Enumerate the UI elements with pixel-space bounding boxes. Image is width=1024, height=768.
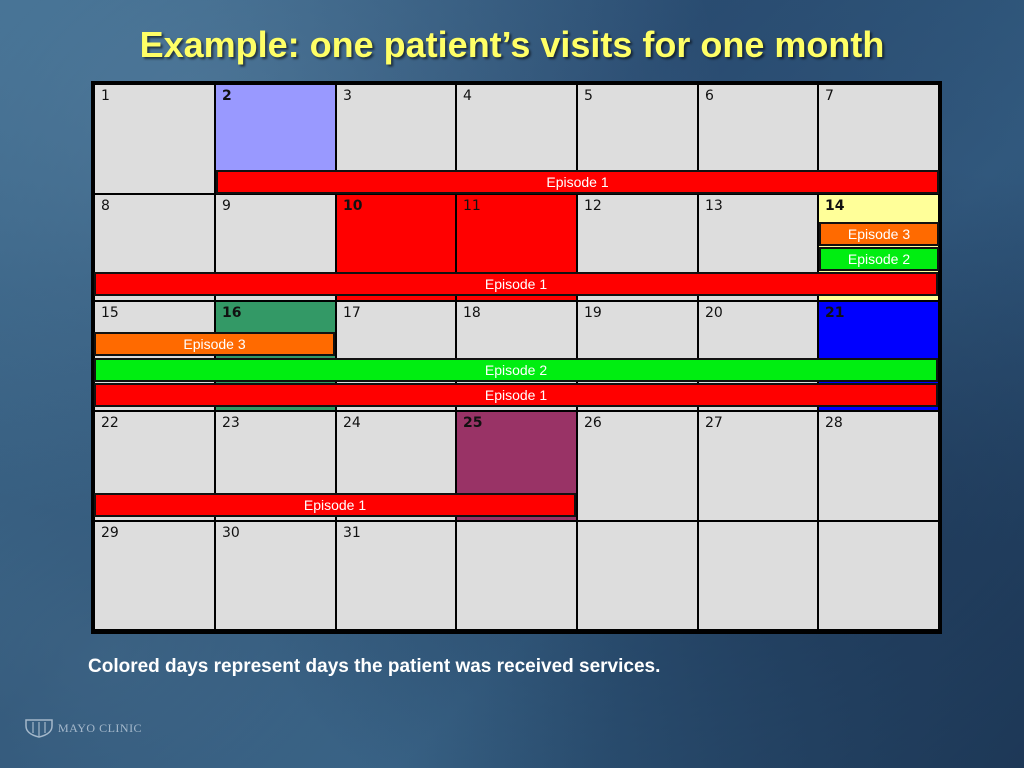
day-cell-26: 26 [578, 412, 697, 520]
episode-1-bar: Episode 1 [94, 272, 938, 296]
episode-3-bar: Episode 3 [94, 332, 335, 356]
day-number: 31 [343, 525, 361, 541]
slide-title: Example: one patient’s visits for one mo… [139, 24, 885, 65]
day-cell-30: 30 [216, 522, 335, 629]
logo-text: MAYO CLINIC [58, 720, 143, 735]
day-number: 17 [343, 305, 361, 321]
episode-2-bar: Episode 2 [94, 358, 938, 382]
day-number: 28 [825, 415, 843, 431]
episode-1-bar: Episode 1 [94, 383, 938, 407]
day-number: 20 [705, 305, 723, 321]
day-number: 29 [101, 525, 119, 541]
shield-logo-icon [25, 719, 53, 738]
mayo-clinic-logo: MAYO CLINIC [24, 718, 142, 738]
day-number: 3 [343, 88, 352, 104]
day-cell-28: 28 [819, 412, 938, 520]
day-number: 5 [584, 88, 593, 104]
empty-day-cell [699, 522, 817, 629]
day-number: 14 [825, 198, 845, 214]
day-number: 6 [705, 88, 714, 104]
day-number: 9 [222, 198, 231, 214]
episode-2-bar: Episode 2 [819, 247, 939, 271]
episode-1-bar: Episode 1 [94, 493, 576, 517]
day-number: 26 [584, 415, 602, 431]
day-cell-27: 27 [699, 412, 817, 520]
month-calendar: 1 2 3 4 5 6 7 8 9 10 11 12 13 14 15 16 17 18 19 20 21 22 23 24 2… [91, 81, 942, 634]
day-number: 27 [705, 415, 723, 431]
footnote: Colored days represent days the patient … [88, 656, 661, 677]
day-cell-31: 31 [337, 522, 455, 629]
day-number: 19 [584, 305, 602, 321]
day-number: 12 [584, 198, 602, 214]
day-number: 8 [101, 198, 110, 214]
day-number: 7 [825, 88, 834, 104]
day-number: 2 [222, 88, 232, 104]
day-cell-1: 1 [95, 85, 214, 193]
episode-3-bar: Episode 3 [819, 222, 939, 246]
day-number: 22 [101, 415, 119, 431]
day-number: 23 [222, 415, 240, 431]
empty-day-cell [578, 522, 697, 629]
day-number: 13 [705, 198, 723, 214]
day-number: 1 [101, 88, 110, 104]
day-number: 16 [222, 305, 242, 321]
day-number: 18 [463, 305, 481, 321]
day-number: 21 [825, 305, 845, 321]
empty-day-cell [819, 522, 938, 629]
day-number: 25 [463, 415, 483, 431]
day-number: 30 [222, 525, 240, 541]
day-number: 10 [343, 198, 363, 214]
day-number: 11 [463, 198, 481, 214]
empty-day-cell [457, 522, 576, 629]
day-cell-29: 29 [95, 522, 214, 629]
episode-1-bar: Episode 1 [216, 170, 939, 194]
day-number: 24 [343, 415, 361, 431]
day-number: 15 [101, 305, 119, 321]
day-number: 4 [463, 88, 472, 104]
